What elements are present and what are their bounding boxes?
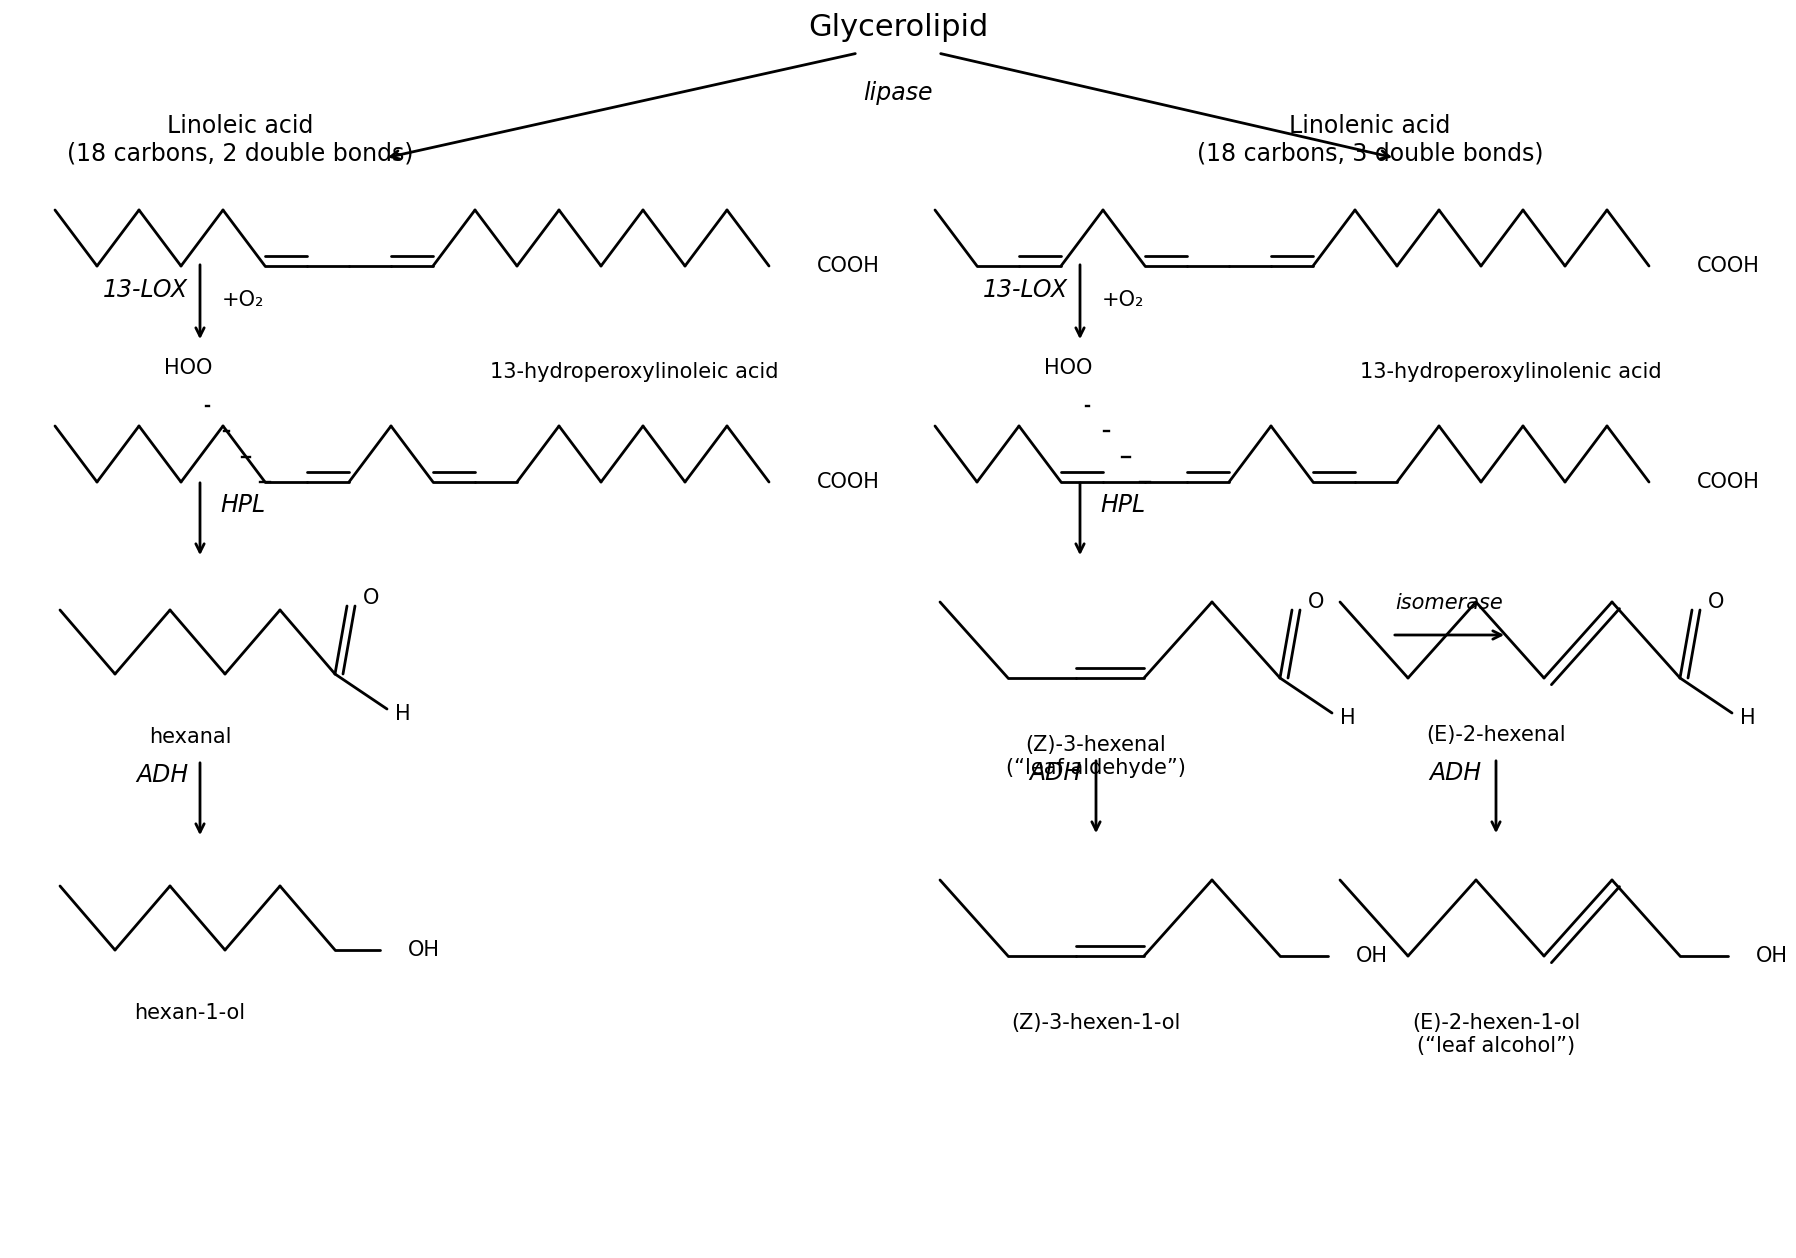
Text: OH: OH <box>1356 946 1388 966</box>
Text: HOO: HOO <box>163 359 212 377</box>
Text: 13-hydroperoxylinolenic acid: 13-hydroperoxylinolenic acid <box>1360 362 1661 382</box>
Text: 13-LOX: 13-LOX <box>982 278 1069 302</box>
Text: lipase: lipase <box>864 81 932 104</box>
Text: H: H <box>1740 708 1756 728</box>
Text: Glycerolipid: Glycerolipid <box>808 14 988 43</box>
Text: (E)-2-hexen-1-ol
(“leaf alcohol”): (E)-2-hexen-1-ol (“leaf alcohol”) <box>1412 1013 1580 1057</box>
Text: O: O <box>1708 593 1724 611</box>
Text: COOH: COOH <box>817 255 880 276</box>
Text: ADH: ADH <box>136 764 189 788</box>
Text: (Z)-3-hexenal
(“leaf aldehyde”): (Z)-3-hexenal (“leaf aldehyde”) <box>1006 735 1185 779</box>
Text: Linolenic acid
(18 carbons, 3 double bonds): Linolenic acid (18 carbons, 3 double bon… <box>1196 114 1543 166</box>
Text: (Z)-3-hexen-1-ol: (Z)-3-hexen-1-ol <box>1011 1013 1180 1033</box>
Text: O: O <box>1307 593 1324 611</box>
Text: H: H <box>1340 708 1356 728</box>
Text: +O₂: +O₂ <box>1103 291 1144 309</box>
Text: COOH: COOH <box>1697 255 1760 276</box>
Text: H: H <box>395 704 411 725</box>
Text: OH: OH <box>408 940 440 960</box>
Text: Linoleic acid
(18 carbons, 2 double bonds): Linoleic acid (18 carbons, 2 double bond… <box>66 114 413 166</box>
Text: HOO: HOO <box>1043 359 1092 377</box>
Text: +O₂: +O₂ <box>223 291 264 309</box>
Text: HPL: HPL <box>1099 493 1146 517</box>
Text: COOH: COOH <box>817 472 880 492</box>
Text: ADH: ADH <box>1029 761 1081 785</box>
Text: isomerase: isomerase <box>1395 593 1503 613</box>
Text: 13-LOX: 13-LOX <box>102 278 189 302</box>
Text: hexan-1-ol: hexan-1-ol <box>135 1003 246 1023</box>
Text: ADH: ADH <box>1430 761 1482 785</box>
Text: O: O <box>363 587 379 608</box>
Text: OH: OH <box>1756 946 1789 966</box>
Text: 13-hydroperoxylinoleic acid: 13-hydroperoxylinoleic acid <box>490 362 778 382</box>
Text: hexanal: hexanal <box>149 727 232 747</box>
Text: HPL: HPL <box>219 493 266 517</box>
Text: COOH: COOH <box>1697 472 1760 492</box>
Text: (E)-2-hexenal: (E)-2-hexenal <box>1426 725 1566 745</box>
